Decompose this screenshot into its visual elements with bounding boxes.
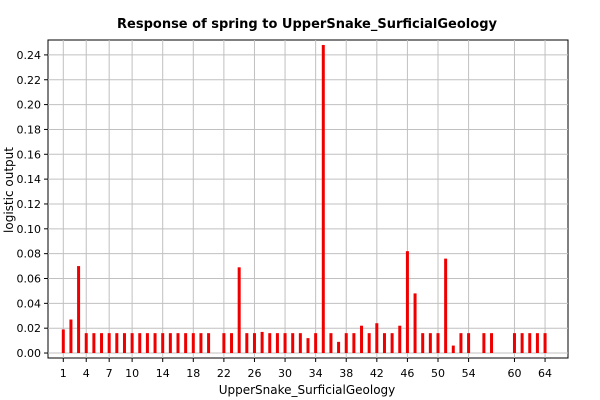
bar bbox=[382, 333, 386, 354]
x-tick-label: 46 bbox=[400, 367, 414, 380]
x-tick-label: 50 bbox=[431, 367, 445, 380]
grid bbox=[48, 40, 568, 358]
bar bbox=[230, 333, 234, 354]
bar bbox=[490, 333, 494, 354]
y-tick-label: 0.16 bbox=[17, 148, 42, 161]
bar bbox=[107, 333, 111, 354]
bar bbox=[260, 331, 264, 354]
x-tick-label: 14 bbox=[156, 367, 170, 380]
bar bbox=[444, 258, 448, 354]
bar bbox=[222, 333, 226, 354]
y-tick-label: 0.14 bbox=[17, 173, 42, 186]
y-tick-label: 0.18 bbox=[17, 123, 42, 136]
bar bbox=[421, 333, 425, 354]
bar bbox=[268, 333, 272, 354]
bar bbox=[168, 333, 172, 354]
bar bbox=[245, 333, 249, 354]
x-tick-label: 10 bbox=[125, 367, 139, 380]
bar bbox=[543, 333, 547, 354]
bar bbox=[314, 333, 318, 354]
bar bbox=[459, 333, 463, 354]
bar bbox=[360, 325, 364, 354]
bar bbox=[352, 333, 356, 354]
bar bbox=[451, 345, 455, 354]
bar bbox=[337, 341, 341, 354]
bar bbox=[367, 333, 371, 354]
y-tick-label: 0.22 bbox=[17, 74, 42, 87]
bar bbox=[306, 338, 310, 354]
y-tick-label: 0.10 bbox=[17, 223, 42, 236]
y-axis-ticks: 0.00 0.02 0.04 0.06 0.08 0.10 0.12 0.14 0.16 0.18… bbox=[17, 49, 48, 360]
x-tick-label: 1 bbox=[60, 367, 67, 380]
bar bbox=[69, 319, 73, 354]
bar bbox=[413, 293, 417, 354]
bar bbox=[512, 333, 516, 354]
bar bbox=[207, 333, 211, 354]
bar bbox=[275, 333, 279, 354]
bar bbox=[77, 266, 81, 354]
x-tick-label: 38 bbox=[339, 367, 353, 380]
x-tick-label: 54 bbox=[462, 367, 476, 380]
bar bbox=[283, 333, 287, 354]
bar bbox=[398, 325, 402, 354]
bar bbox=[321, 44, 325, 354]
x-tick-label: 64 bbox=[538, 367, 552, 380]
x-tick-label: 7 bbox=[106, 367, 113, 380]
y-tick-label: 0.20 bbox=[17, 99, 42, 112]
bar bbox=[92, 333, 96, 354]
y-tick-label: 0.06 bbox=[17, 273, 42, 286]
bar bbox=[375, 323, 379, 354]
bar bbox=[405, 251, 409, 354]
bar bbox=[161, 333, 165, 354]
x-tick-label: 4 bbox=[83, 367, 90, 380]
bar bbox=[138, 333, 142, 354]
bar bbox=[176, 333, 180, 354]
y-tick-label: 0.24 bbox=[17, 49, 42, 62]
bars bbox=[61, 44, 547, 354]
bar bbox=[122, 333, 126, 354]
x-tick-label: 18 bbox=[186, 367, 200, 380]
bar bbox=[191, 333, 195, 354]
x-tick-label: 60 bbox=[507, 367, 521, 380]
bar bbox=[467, 333, 471, 354]
bar bbox=[390, 333, 394, 354]
bar bbox=[344, 333, 348, 354]
x-tick-label: 42 bbox=[370, 367, 384, 380]
y-tick-label: 0.08 bbox=[17, 248, 42, 261]
y-axis-label: logistic output bbox=[2, 147, 16, 233]
bar bbox=[252, 333, 256, 354]
y-tick-label: 0.12 bbox=[17, 198, 42, 211]
bar bbox=[100, 333, 104, 354]
bar bbox=[329, 333, 333, 354]
bar bbox=[482, 333, 486, 354]
bar bbox=[145, 333, 149, 354]
bar bbox=[428, 333, 432, 354]
x-axis-ticks: 1 4 7 10 14 18 22 26 30 34 38 42 46 50 54 60 64 bbox=[60, 358, 552, 380]
bar bbox=[184, 333, 188, 354]
x-tick-label: 30 bbox=[278, 367, 292, 380]
bar bbox=[199, 333, 203, 354]
x-tick-label: 26 bbox=[247, 367, 261, 380]
bar bbox=[298, 333, 302, 354]
x-tick-label: 22 bbox=[217, 367, 231, 380]
bar bbox=[153, 333, 157, 354]
bar bbox=[436, 333, 440, 354]
x-tick-label: 34 bbox=[309, 367, 323, 380]
bar bbox=[84, 333, 88, 354]
bar bbox=[291, 333, 295, 354]
bar bbox=[520, 333, 524, 354]
bar bbox=[535, 333, 539, 354]
y-tick-label: 0.02 bbox=[17, 322, 42, 335]
plot-area bbox=[47, 39, 569, 359]
bar bbox=[237, 267, 241, 354]
bar bbox=[528, 333, 532, 354]
bar bbox=[130, 333, 134, 354]
bar bbox=[61, 329, 65, 354]
x-axis-label: UpperSnake_SurficialGeology bbox=[219, 383, 396, 397]
chart-title: Response of spring to UpperSnake_Surfici… bbox=[117, 17, 497, 32]
bar bbox=[115, 333, 119, 354]
y-tick-label: 0.04 bbox=[17, 297, 42, 310]
y-tick-label: 0.00 bbox=[17, 347, 42, 360]
